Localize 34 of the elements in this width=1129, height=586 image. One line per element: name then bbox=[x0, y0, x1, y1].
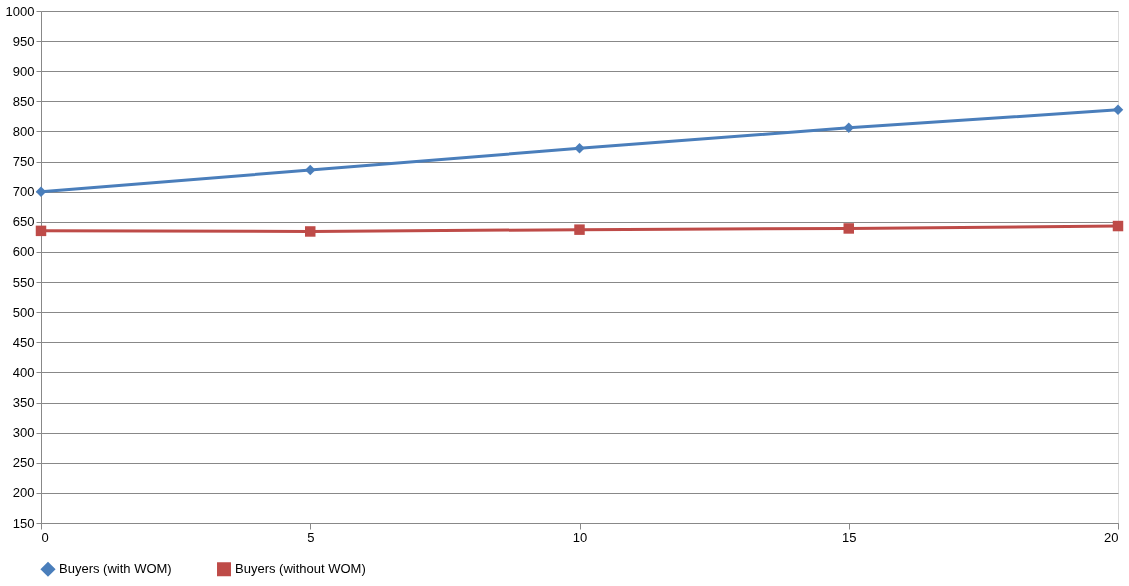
point bbox=[1112, 104, 1124, 116]
y-tick-label: 850 bbox=[12, 93, 35, 109]
y-tick-label: 550 bbox=[12, 274, 35, 290]
y-tick-label: 700 bbox=[12, 184, 35, 200]
y-tick-label: 650 bbox=[12, 214, 35, 230]
legend-label: Buyers (with WOM) bbox=[59, 561, 172, 577]
point bbox=[843, 223, 854, 234]
x-tick-label: 10 bbox=[572, 529, 588, 545]
point bbox=[1112, 220, 1124, 232]
point bbox=[35, 225, 47, 237]
point bbox=[574, 143, 585, 154]
y-tick-label: 500 bbox=[12, 304, 35, 320]
y-tick-label: 200 bbox=[12, 485, 35, 501]
x-tick-label: 20 bbox=[1104, 529, 1119, 545]
legend-label: Buyers (without WOM) bbox=[235, 561, 366, 577]
x-tick-label: 0 bbox=[41, 529, 49, 545]
y-tick-label: 900 bbox=[12, 63, 35, 79]
point bbox=[305, 164, 316, 176]
y-tick-label: 1000 bbox=[5, 3, 35, 19]
x-tick-label: 15 bbox=[842, 529, 857, 545]
y-tick-label: 750 bbox=[12, 154, 35, 170]
point bbox=[305, 226, 316, 237]
y-tick-label: 800 bbox=[12, 123, 35, 139]
y-tick-label: 400 bbox=[12, 364, 35, 380]
y-tick-label: 450 bbox=[12, 334, 35, 350]
y-tick-label: 950 bbox=[12, 33, 35, 49]
y-tick-label: 150 bbox=[12, 515, 35, 531]
point bbox=[574, 224, 585, 235]
y-tick-label: 250 bbox=[12, 455, 35, 471]
y-tick-label: 600 bbox=[12, 244, 35, 260]
point bbox=[843, 122, 854, 134]
x-tick-label: 5 bbox=[307, 529, 315, 545]
y-tick-label: 350 bbox=[12, 395, 35, 411]
y-tick-label: 300 bbox=[12, 425, 35, 441]
